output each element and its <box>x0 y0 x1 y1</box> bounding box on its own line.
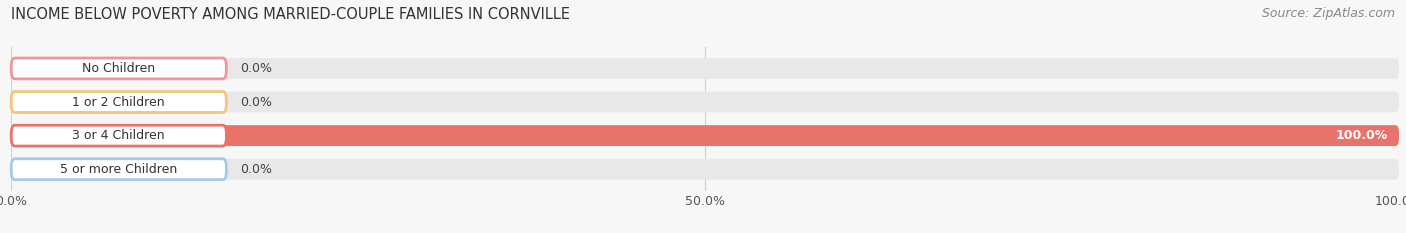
FancyBboxPatch shape <box>11 125 226 146</box>
FancyBboxPatch shape <box>11 125 1399 146</box>
Text: INCOME BELOW POVERTY AMONG MARRIED-COUPLE FAMILIES IN CORNVILLE: INCOME BELOW POVERTY AMONG MARRIED-COUPL… <box>11 7 571 22</box>
FancyBboxPatch shape <box>11 92 226 113</box>
Text: 3 or 4 Children: 3 or 4 Children <box>73 129 165 142</box>
Text: Source: ZipAtlas.com: Source: ZipAtlas.com <box>1261 7 1395 20</box>
FancyBboxPatch shape <box>11 58 226 79</box>
Text: No Children: No Children <box>82 62 155 75</box>
FancyBboxPatch shape <box>11 58 1399 79</box>
Text: 1 or 2 Children: 1 or 2 Children <box>73 96 165 109</box>
FancyBboxPatch shape <box>11 92 1399 113</box>
FancyBboxPatch shape <box>11 159 1399 180</box>
FancyBboxPatch shape <box>11 159 226 180</box>
Text: 0.0%: 0.0% <box>240 62 273 75</box>
Text: 0.0%: 0.0% <box>240 163 273 176</box>
FancyBboxPatch shape <box>11 125 1399 146</box>
Text: 5 or more Children: 5 or more Children <box>60 163 177 176</box>
Text: 0.0%: 0.0% <box>240 96 273 109</box>
Text: 100.0%: 100.0% <box>1336 129 1388 142</box>
